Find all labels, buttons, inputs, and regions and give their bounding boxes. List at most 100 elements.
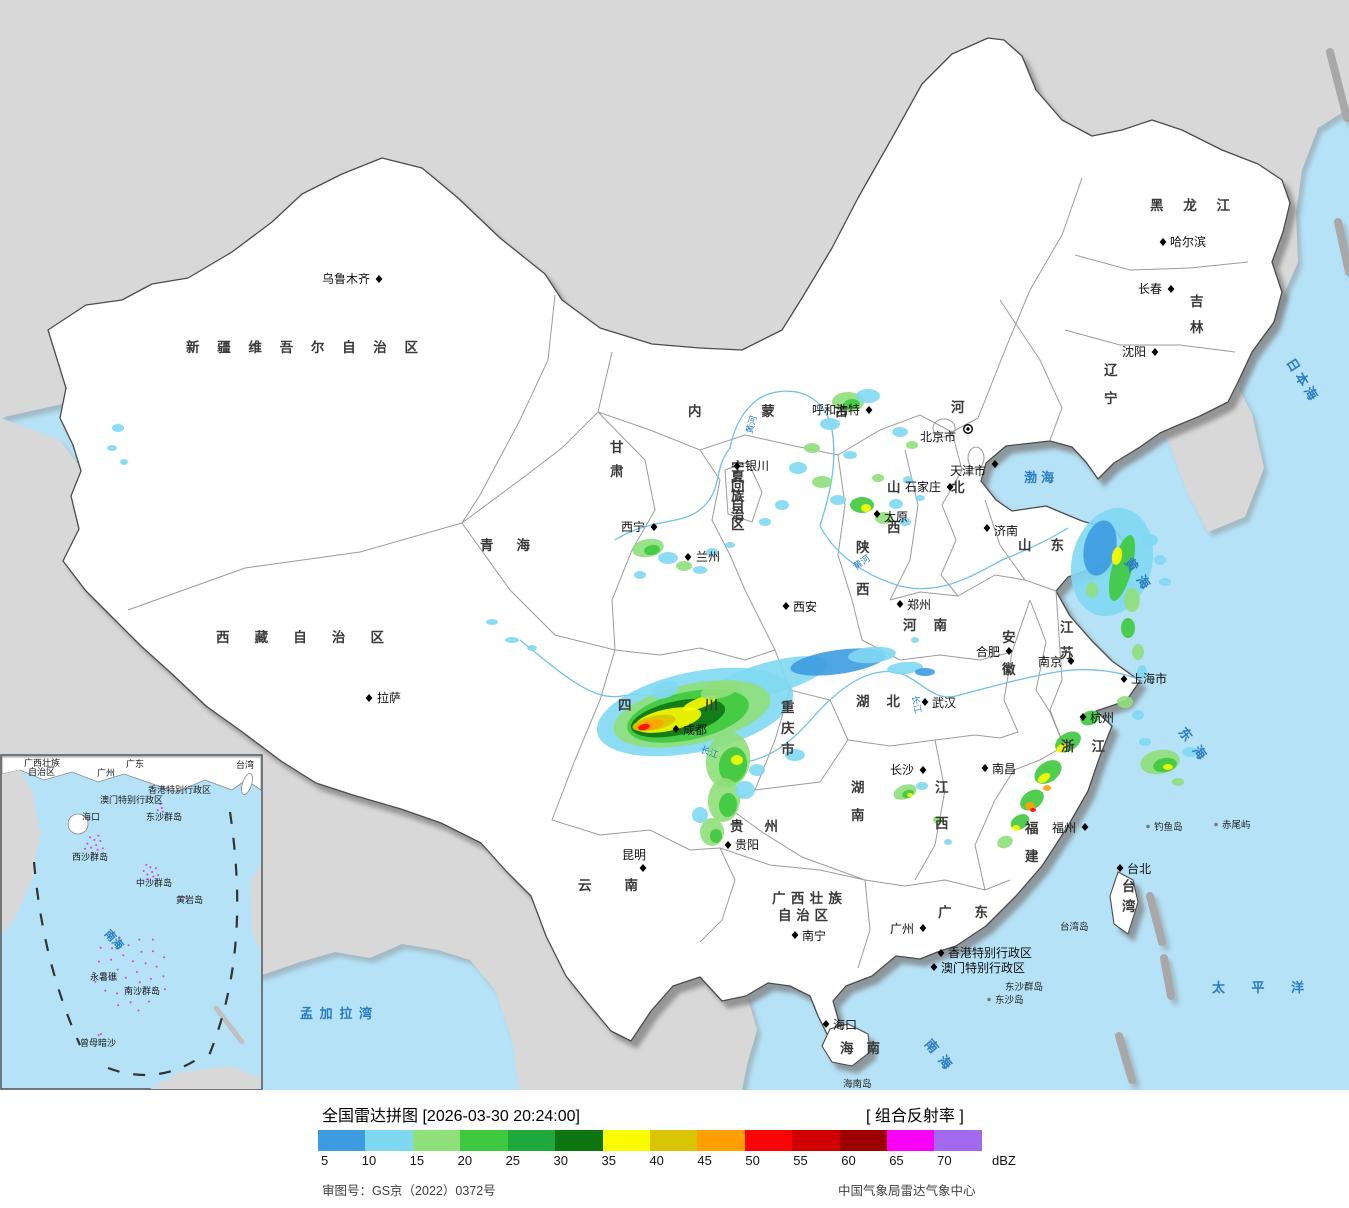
inset-island-dot — [116, 992, 118, 995]
province-label: 西藏自治区 — [216, 629, 385, 645]
inset-island-dot — [145, 863, 148, 866]
city-marker — [1081, 823, 1089, 831]
radar-echo — [1172, 778, 1184, 786]
province-label: 安徽 — [1001, 629, 1016, 677]
inset-island-dot — [99, 840, 102, 842]
inset-label: 海口 — [82, 811, 100, 822]
inset-island-dot — [149, 977, 152, 980]
island-dot — [1214, 822, 1218, 827]
province-label: 台湾 — [1122, 878, 1136, 914]
city-label: 海口 — [833, 1017, 857, 1032]
inset-island-dot — [137, 1009, 140, 1012]
city-label: 银川 — [745, 459, 769, 473]
province-label: 辽宁 — [1104, 363, 1118, 406]
city-marker — [981, 764, 989, 772]
dbz-cell-5 — [318, 1130, 366, 1151]
city-label: 台北 — [1127, 861, 1151, 876]
radar-echo — [1111, 547, 1123, 565]
city-marker — [896, 600, 904, 608]
inset-island-dot — [104, 989, 107, 992]
city-marker — [1079, 713, 1087, 721]
inset-island-dot — [117, 1004, 120, 1007]
inset-island-dot — [111, 979, 114, 982]
radar-echo — [505, 637, 519, 643]
tianjin-boundary-ring — [967, 446, 985, 470]
inset-label: 广西壮族 — [24, 757, 60, 768]
foreign-island-chains — [1115, 48, 1349, 1084]
inset-label: 中沙群岛 — [136, 877, 172, 888]
province-label: 自治区 — [778, 907, 829, 923]
city-marker — [1120, 675, 1128, 683]
city-label: 澳门特别行政区 — [941, 960, 1025, 975]
inset-island-dot — [101, 847, 104, 850]
inset-island-dot — [146, 873, 149, 876]
inset-island-dot — [135, 971, 138, 973]
inset-island-dot — [90, 846, 93, 849]
inset-island-dot — [164, 988, 166, 991]
inset-island-dot — [152, 989, 155, 991]
inset-island-dot — [156, 809, 159, 812]
radar-echo — [812, 476, 832, 488]
river-label: 长江 — [910, 694, 924, 714]
city-label: 香港特别行政区 — [948, 945, 1032, 960]
inset-label: 永暑礁 — [90, 971, 117, 982]
city-marker — [1151, 348, 1159, 356]
city-label: 呼和浩特 — [812, 402, 860, 417]
inset-label: 西沙群岛 — [72, 851, 108, 862]
city-label: 北京市 — [920, 429, 956, 444]
city-marker — [1067, 657, 1075, 665]
inset-island-dot — [116, 968, 119, 971]
radar-echo — [1132, 644, 1144, 660]
city-label: 福州 — [1052, 820, 1076, 835]
radar-echo — [731, 755, 743, 765]
province-label: 吉林 — [1190, 293, 1204, 335]
radar-echo — [915, 668, 935, 676]
inset-island-dot — [84, 847, 86, 850]
radar-echo — [1159, 578, 1171, 586]
city-label: 杭州 — [1090, 710, 1114, 725]
radar-echo — [850, 497, 874, 513]
inset-island-dot — [183, 896, 186, 899]
inset-island-dot — [142, 869, 145, 872]
radar-echo — [804, 443, 820, 453]
inset-mainland-coast — [1, 756, 262, 793]
sea-label: 太平洋 — [1211, 980, 1304, 995]
radar-echo — [700, 680, 740, 700]
city-marker — [991, 460, 999, 468]
province-borders — [127, 177, 1249, 969]
city-marker — [946, 483, 954, 491]
dbz-tick-row: 5 10 15 20 25 30 35 40 45 50 55 60 65 70 — [318, 1153, 982, 1168]
inset-island-dot — [111, 947, 114, 950]
inset-island-dot — [129, 1001, 132, 1004]
city-marker — [733, 462, 741, 470]
radar-echo — [844, 399, 860, 409]
inset-island-dot — [126, 987, 129, 990]
radar-echo — [1108, 535, 1136, 601]
dbz-tick-40: 40 — [649, 1153, 664, 1168]
dbz-cell-25 — [507, 1130, 556, 1151]
city-label: 郑州 — [907, 597, 931, 612]
island-label: 东沙群岛 — [1005, 981, 1043, 993]
city-label: 乌鲁木齐 — [322, 271, 370, 286]
dbz-colorbar — [318, 1130, 982, 1151]
dbz-tick-55: 55 — [793, 1153, 808, 1168]
city-label: 上海市 — [1131, 671, 1167, 686]
inset-frame — [0, 754, 263, 1090]
inset-island-dot — [186, 895, 188, 897]
inset-island-dot — [122, 954, 125, 957]
dbz-cell-35 — [602, 1130, 650, 1151]
inset-island-dot — [144, 962, 147, 965]
china-outline — [47, 37, 1291, 1042]
radar-echo — [634, 571, 646, 579]
inset-island-dot — [162, 975, 165, 978]
radar-echo — [693, 566, 707, 574]
inset-label: 黄岩岛 — [176, 894, 203, 905]
radar-echo — [1182, 747, 1198, 757]
city-label: 南昌 — [992, 761, 1016, 776]
radar-echo — [658, 552, 678, 564]
dbz-cell-45 — [697, 1130, 745, 1151]
legend-panel: 全国雷达拼图 [2026-03-30 20:24:00] [ 组合反射率 ] 5… — [0, 1090, 1349, 1208]
city-label: 天津市 — [950, 463, 986, 478]
city-marker — [782, 602, 790, 610]
